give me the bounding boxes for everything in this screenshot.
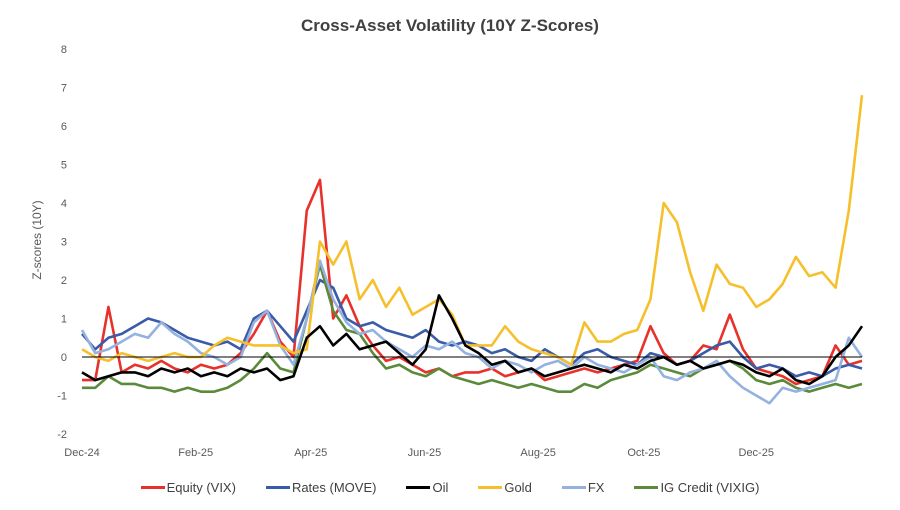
x-tick-label: Apr-25 — [294, 447, 327, 459]
legend-item: IG Credit (VIXIG) — [634, 480, 759, 495]
legend-swatch — [478, 486, 503, 489]
legend-swatch — [140, 486, 165, 489]
y-tick-label: 2 — [61, 275, 67, 287]
x-tick-label: Feb-25 — [178, 447, 213, 459]
legend-swatch — [561, 486, 586, 489]
y-axis-title: Z-scores (10Y) — [30, 200, 44, 279]
legend-swatch — [406, 486, 431, 489]
legend-label: FX — [587, 480, 605, 495]
legend-item: Gold — [478, 480, 532, 495]
legend-label: Oil — [432, 480, 449, 495]
y-tick-labels: 8 7 6 5 4 3 2 1 0 -1 -2 — [57, 44, 67, 441]
legend-item: Rates (MOVE) — [265, 480, 377, 495]
x-tick-label: Jun-25 — [408, 447, 442, 459]
series-line-oil — [81, 294, 864, 386]
y-tick-label: 5 — [61, 160, 67, 172]
x-tick-label: Dec-24 — [64, 447, 99, 459]
y-tick-label: 7 — [61, 83, 67, 95]
y-tick-label: 3 — [61, 237, 67, 249]
y-tick-label: 1 — [61, 314, 67, 326]
legend-swatch — [634, 486, 659, 489]
y-tick-label: -1 — [57, 391, 67, 403]
series-line-rates-move — [81, 278, 863, 378]
chart-title: Cross-Asset Volatility (10Y Z-Scores) — [301, 16, 599, 35]
y-tick-label: -2 — [57, 429, 67, 441]
legend-swatch — [265, 486, 290, 489]
y-tick-label: 8 — [61, 44, 67, 56]
y-tick-label: 4 — [61, 198, 67, 210]
x-tick-label: Dec-25 — [739, 447, 774, 459]
x-tick-label: Aug-25 — [520, 447, 555, 459]
legend-label: Rates (MOVE) — [291, 480, 377, 495]
x-tick-label: Oct-25 — [627, 447, 660, 459]
legend-item: Equity (VIX) — [140, 480, 236, 495]
series-lines — [80, 95, 864, 405]
legend-item: Oil — [406, 480, 448, 495]
y-tick-label: 6 — [61, 121, 67, 133]
x-tick-labels: Dec-24 Feb-25 Apr-25 Jun-25 Aug-25 Oct-25 Dec-… — [64, 447, 774, 459]
y-tick-label: 0 — [61, 352, 67, 364]
series-line-fx — [80, 259, 864, 405]
legend-label: IG Credit (VIXIG) — [660, 480, 760, 495]
legend-label: Equity (VIX) — [166, 480, 236, 495]
series-line-equity-vix — [82, 178, 863, 386]
legend-label: Gold — [504, 480, 532, 495]
legend-item: FX — [561, 480, 605, 495]
series-line-gold — [81, 95, 864, 367]
legend: Equity (VIX) Rates (MOVE) Oil Gold FX IG Cred… — [0, 480, 900, 495]
